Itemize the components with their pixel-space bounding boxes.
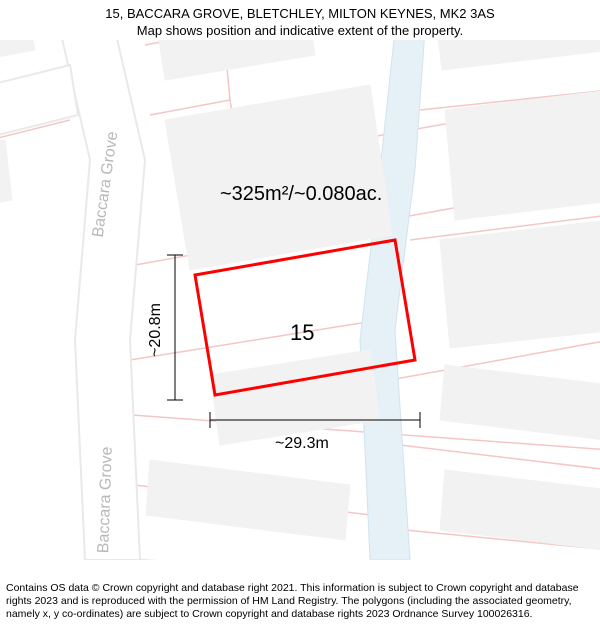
copyright-footer: Contains OS data © Crown copyright and d… xyxy=(6,582,594,621)
height-label: ~20.8m xyxy=(147,303,164,357)
area-label: ~325m²/~0.080ac. xyxy=(220,183,382,205)
address-title: 15, BACCARA GROVE, BLETCHLEY, MILTON KEY… xyxy=(0,6,600,23)
map-area: ~325m²/~0.080ac.15~29.3m~20.8mBaccara Gr… xyxy=(0,40,600,560)
map-svg: ~325m²/~0.080ac.15~29.3m~20.8mBaccara Gr… xyxy=(0,40,600,560)
building xyxy=(440,220,600,348)
header: 15, BACCARA GROVE, BLETCHLEY, MILTON KEY… xyxy=(0,0,600,40)
map-figure: 15, BACCARA GROVE, BLETCHLEY, MILTON KEY… xyxy=(0,0,600,625)
width-label: ~29.3m xyxy=(275,435,329,452)
building xyxy=(445,90,600,220)
subtitle: Map shows position and indicative extent… xyxy=(0,23,600,40)
house-number: 15 xyxy=(290,320,314,345)
